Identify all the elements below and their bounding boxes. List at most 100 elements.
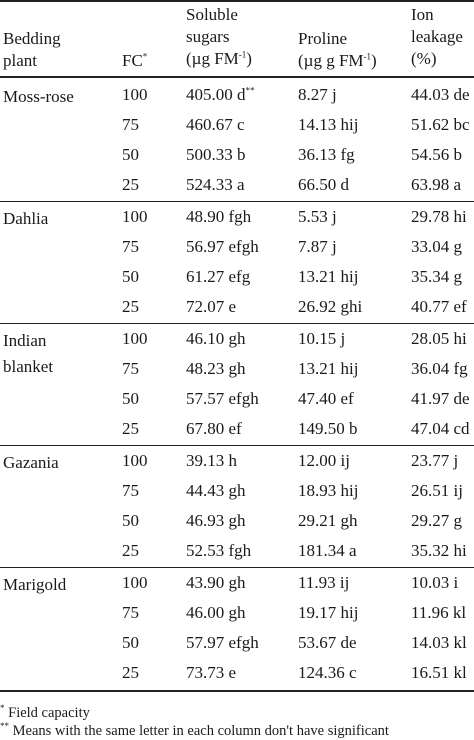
soluble-sugars-value: 39.13 h	[186, 450, 237, 472]
proline-value: 66.50 d	[298, 175, 349, 194]
soluble-sugars-value: 52.53 fgh	[186, 540, 251, 562]
ion-leakage-value: 10.03 i	[411, 573, 459, 592]
group-rule	[0, 444, 474, 446]
sugars-text: 405.00 d	[186, 85, 246, 104]
header-proline-close: )	[371, 51, 377, 70]
fc-value: 25	[122, 419, 139, 438]
ion-leakage-value: 29.78 hi	[411, 207, 467, 226]
table-row: 50 500.33 b 36.13 fg 54.56 b	[0, 140, 474, 170]
soluble-sugars-value: 46.10 gh	[186, 328, 246, 350]
header-proline-line-2: (µg g FM-1)	[298, 50, 377, 72]
group-rule	[0, 322, 474, 324]
sugars-text: 460.67 c	[186, 115, 245, 134]
table-row: 100 39.13 h 12.00 ij 23.77 j	[0, 446, 474, 476]
table-row: 75 460.67 c 14.13 hij 51.62 bc	[0, 110, 474, 140]
ion-leakage-value: 11.96 kl	[411, 603, 467, 622]
footnote-means: ** Means with the same letter in each co…	[0, 722, 389, 740]
header-sugars-line-3: (µg FM-1)	[186, 48, 252, 70]
proline-value: 8.27 j	[298, 85, 337, 104]
table-top-rule	[0, 0, 474, 2]
table-row: 75 48.23 gh 13.21 hij 36.04 fg	[0, 354, 474, 384]
header-sugars-close: )	[246, 49, 252, 68]
proline-value: 5.53 j	[298, 207, 337, 226]
header-bedding-plant: Bedding plant	[3, 28, 61, 72]
proline-value: 124.36 c	[298, 663, 357, 682]
table-row: 75 56.97 efgh 7.87 j 33.04 g	[0, 232, 474, 262]
row-group: Gazania 100 39.13 h 12.00 ij 23.77 j 75 44.43 …	[0, 446, 474, 566]
header-ion-line-2: leakage	[411, 27, 463, 46]
group-rule	[0, 566, 474, 568]
bedding-plant-name: Moss-rose	[3, 84, 74, 110]
proline-value: 36.13 fg	[298, 145, 355, 164]
table-row: 75 44.43 gh 18.93 hij 26.51 ij	[0, 476, 474, 506]
significance-mark: **	[245, 85, 255, 96]
soluble-sugars-value: 46.00 gh	[186, 602, 246, 624]
soluble-sugars-value: 48.23 gh	[186, 358, 246, 380]
footnote-mark: *	[0, 703, 5, 714]
ion-leakage-value: 63.98 a	[411, 175, 462, 194]
fc-value: 75	[122, 481, 139, 500]
ion-leakage-value: 16.51 kl	[411, 663, 467, 682]
soluble-sugars-value: 46.93 gh	[186, 510, 246, 532]
header-plant-line-1: Bedding	[3, 29, 61, 48]
ion-leakage-value: 36.04 fg	[411, 359, 468, 378]
ion-leakage-value: 23.77 j	[411, 451, 459, 470]
ion-leakage-value: 29.27 g	[411, 511, 462, 530]
sugars-text: 56.97 efgh	[186, 237, 259, 256]
table-row: 50 46.93 gh 29.21 gh 29.27 g	[0, 506, 474, 536]
proline-value: 53.67 de	[298, 633, 357, 652]
fc-value: 50	[122, 145, 139, 164]
plant-name-line: Dahlia	[3, 209, 49, 228]
sugars-text: 57.97 efgh	[186, 633, 259, 652]
row-group: Marigold 100 43.90 gh 11.93 ij 10.03 i 75 46.0…	[0, 568, 474, 688]
soluble-sugars-value: 72.07 e	[186, 296, 236, 318]
footnote-mark: **	[0, 721, 9, 732]
fc-value: 50	[122, 511, 139, 530]
soluble-sugars-value: 48.90 fgh	[186, 206, 251, 228]
soluble-sugars-value: 57.97 efgh	[186, 632, 259, 654]
proline-value: 12.00 ij	[298, 451, 350, 470]
fc-value: 50	[122, 389, 139, 408]
header-ion-line-3: (%)	[411, 49, 437, 68]
ion-leakage-value: 35.34 g	[411, 267, 462, 286]
ion-leakage-value: 33.04 g	[411, 237, 462, 256]
fc-value: 25	[122, 663, 139, 682]
header-proline: Proline (µg g FM-1)	[298, 28, 377, 72]
sugars-text: 52.53 fgh	[186, 541, 252, 560]
proline-value: 29.21 gh	[298, 511, 358, 530]
footnote-text: Means with the same letter in each colum…	[9, 723, 389, 739]
sugars-text: 524.33 a	[186, 175, 245, 194]
soluble-sugars-value: 460.67 c	[186, 114, 245, 136]
ion-leakage-value: 35.32 hi	[411, 541, 467, 560]
table-row: 25 73.73 e 124.36 c 16.51 kl	[0, 658, 474, 688]
plant-name-line: Indian	[3, 331, 47, 350]
header-ion-leakage: Ion leakage (%)	[411, 4, 463, 70]
table-row: 50 57.97 efgh 53.67 de 14.03 kl	[0, 628, 474, 658]
table-row: 25 524.33 a 66.50 d 63.98 a	[0, 170, 474, 200]
sugars-text: 46.00 gh	[186, 603, 246, 622]
proline-value: 149.50 b	[298, 419, 358, 438]
proline-value: 19.17 hij	[298, 603, 359, 622]
proline-value: 13.21 hij	[298, 359, 359, 378]
header-sugars-unit: (µg FM	[186, 49, 239, 68]
header-sugars-exp: -1	[238, 49, 247, 60]
sugars-text: 39.13 h	[186, 451, 237, 470]
proline-value: 26.92 ghi	[298, 297, 363, 316]
bedding-plant-name: Marigold	[3, 572, 66, 598]
sugars-text: 46.10 gh	[186, 329, 246, 348]
soluble-sugars-value: 524.33 a	[186, 174, 245, 196]
row-group: Dahlia 100 48.90 fgh 5.53 j 29.78 hi 75 56.97 …	[0, 202, 474, 322]
sugars-text: 61.27 efg	[186, 267, 251, 286]
fc-value: 75	[122, 237, 139, 256]
proline-value: 47.40 ef	[298, 389, 354, 408]
fc-value: 75	[122, 603, 139, 622]
proline-value: 14.13 hij	[298, 115, 359, 134]
ion-leakage-value: 51.62 bc	[411, 115, 470, 134]
proline-value: 18.93 hij	[298, 481, 359, 500]
fc-value: 100	[122, 451, 148, 470]
soluble-sugars-value: 67.80 ef	[186, 418, 242, 440]
footnote-field-capacity: * Field capacity	[0, 704, 90, 722]
fc-value: 100	[122, 329, 148, 348]
sugars-text: 46.93 gh	[186, 511, 246, 530]
ion-leakage-value: 54.56 b	[411, 145, 462, 164]
